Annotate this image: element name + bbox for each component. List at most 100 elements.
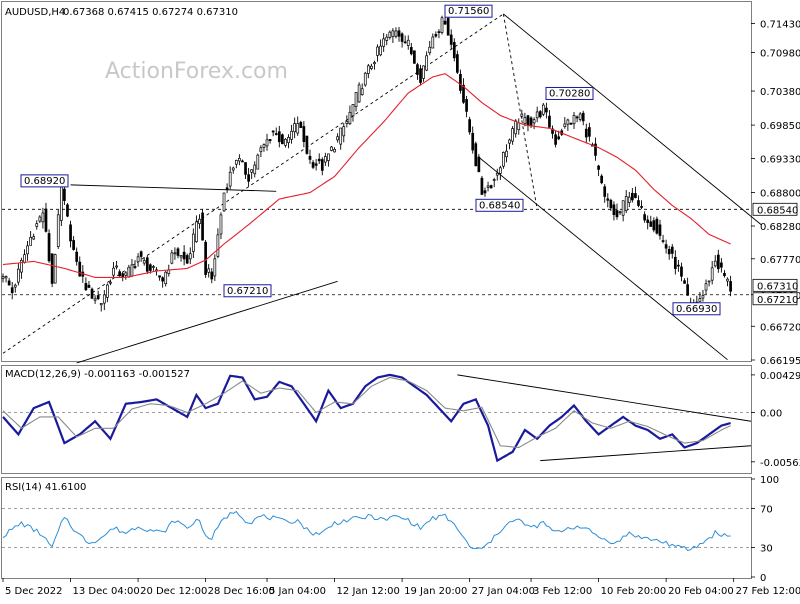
candle-body: [182, 251, 186, 260]
candle-body: [459, 73, 462, 91]
candle-body: [397, 30, 401, 37]
candle-body: [670, 246, 674, 254]
symbol-label: AUDUSD,H4: [5, 7, 65, 18]
candle-body: [370, 65, 373, 69]
candle-body: [93, 298, 97, 301]
candle-body: [600, 175, 604, 184]
candle-body: [661, 240, 665, 242]
candle-body: [170, 252, 174, 264]
macd-signal-line: [2, 376, 731, 449]
candle-body: [136, 256, 140, 263]
candle-body: [179, 255, 183, 258]
candle-body: [118, 271, 122, 277]
candle-body: [124, 272, 128, 276]
candle-body: [330, 146, 333, 151]
candle-body: [462, 84, 465, 103]
candle-body: [680, 266, 683, 277]
candle-body: [324, 156, 327, 163]
candle-body: [56, 214, 60, 247]
candle-body: [47, 233, 51, 262]
candle-body: [191, 233, 195, 252]
price-tag-label: 0.68540: [757, 205, 798, 216]
candle-body: [348, 111, 352, 125]
candle-body: [265, 139, 269, 147]
price-annotation-label: 0.67210: [227, 286, 268, 297]
candle-body: [707, 280, 711, 283]
candle-body: [360, 88, 364, 95]
time-axis-label: 12 Jan 12:00: [337, 586, 400, 597]
candle-body: [207, 268, 211, 273]
candle-body: [646, 219, 650, 223]
uptrend-channel-upper: [2, 13, 504, 354]
candle-body: [20, 260, 23, 273]
candle-body: [127, 266, 131, 278]
time-axis-label: 19 Jan 20:00: [404, 586, 467, 597]
candle-body: [59, 186, 63, 221]
candle-body: [471, 132, 475, 151]
macd-line: [2, 373, 731, 463]
candle-body: [262, 144, 266, 148]
candle-body: [274, 133, 278, 135]
candle-body: [649, 221, 653, 227]
moving-average-line: [2, 73, 731, 278]
candle-body: [621, 200, 625, 216]
candle-body: [541, 104, 545, 115]
candle-body: [557, 136, 561, 140]
candle-body: [468, 119, 471, 133]
rsi-axis-label: 70: [760, 504, 773, 515]
candle-body: [327, 153, 330, 161]
candle-body: [548, 115, 551, 128]
candle-body: [701, 295, 705, 299]
time-axis-label: 13 Dec 04:00: [73, 586, 140, 597]
candle-body: [449, 34, 453, 45]
candle-body: [268, 139, 272, 141]
macd-axis-label: 0.004299: [760, 371, 800, 382]
candle-body: [357, 84, 361, 103]
candle-body: [311, 162, 315, 168]
price-annotation-box: [20, 174, 69, 188]
rsi-axis-label: 30: [760, 544, 773, 555]
price-axis-label: 0.68280: [760, 222, 800, 233]
candle-body: [655, 218, 659, 234]
candle-body: [201, 212, 204, 241]
candle-body: [320, 159, 324, 171]
candle-body: [511, 128, 514, 142]
price-annotation-label: 0.66930: [676, 304, 717, 315]
candle-body: [615, 210, 619, 218]
rsi-line: [2, 510, 731, 551]
candle-body: [508, 139, 511, 144]
price-annotation-box: [672, 302, 721, 316]
time-axis-label: 5 Jan 04:00: [269, 586, 326, 597]
candle-body: [443, 20, 447, 25]
candle-body: [406, 39, 410, 46]
candle-body: [4, 276, 8, 279]
rsi-title: RSI(14) 41.6100: [5, 482, 86, 493]
wave-connector: [502, 13, 538, 210]
candle-body: [247, 174, 250, 182]
candle-body: [428, 46, 432, 54]
candle-body: [456, 54, 459, 73]
price-tag-label: 0.67310: [757, 281, 798, 292]
candle-body: [50, 253, 54, 284]
candle-body: [686, 284, 689, 296]
candle-body: [253, 164, 257, 175]
candle-body: [618, 211, 622, 214]
candle-body: [231, 167, 235, 171]
candle-body: [287, 137, 290, 143]
candle-body: [581, 112, 585, 122]
macd-trendline-upper: [457, 374, 752, 422]
candle-body: [363, 72, 367, 86]
candle-body: [112, 267, 115, 276]
candle-body: [726, 278, 729, 282]
candle-body: [677, 264, 680, 267]
time-axis-label: 10 Feb 20:00: [601, 586, 667, 597]
candle-body: [523, 117, 527, 124]
candle-body: [198, 218, 201, 224]
candle-body: [578, 113, 582, 120]
candle-body: [391, 30, 395, 37]
candle-body: [627, 196, 631, 203]
candle-body: [545, 107, 548, 113]
rsi-axis-label: 0: [760, 573, 766, 584]
candle-body: [624, 196, 628, 211]
